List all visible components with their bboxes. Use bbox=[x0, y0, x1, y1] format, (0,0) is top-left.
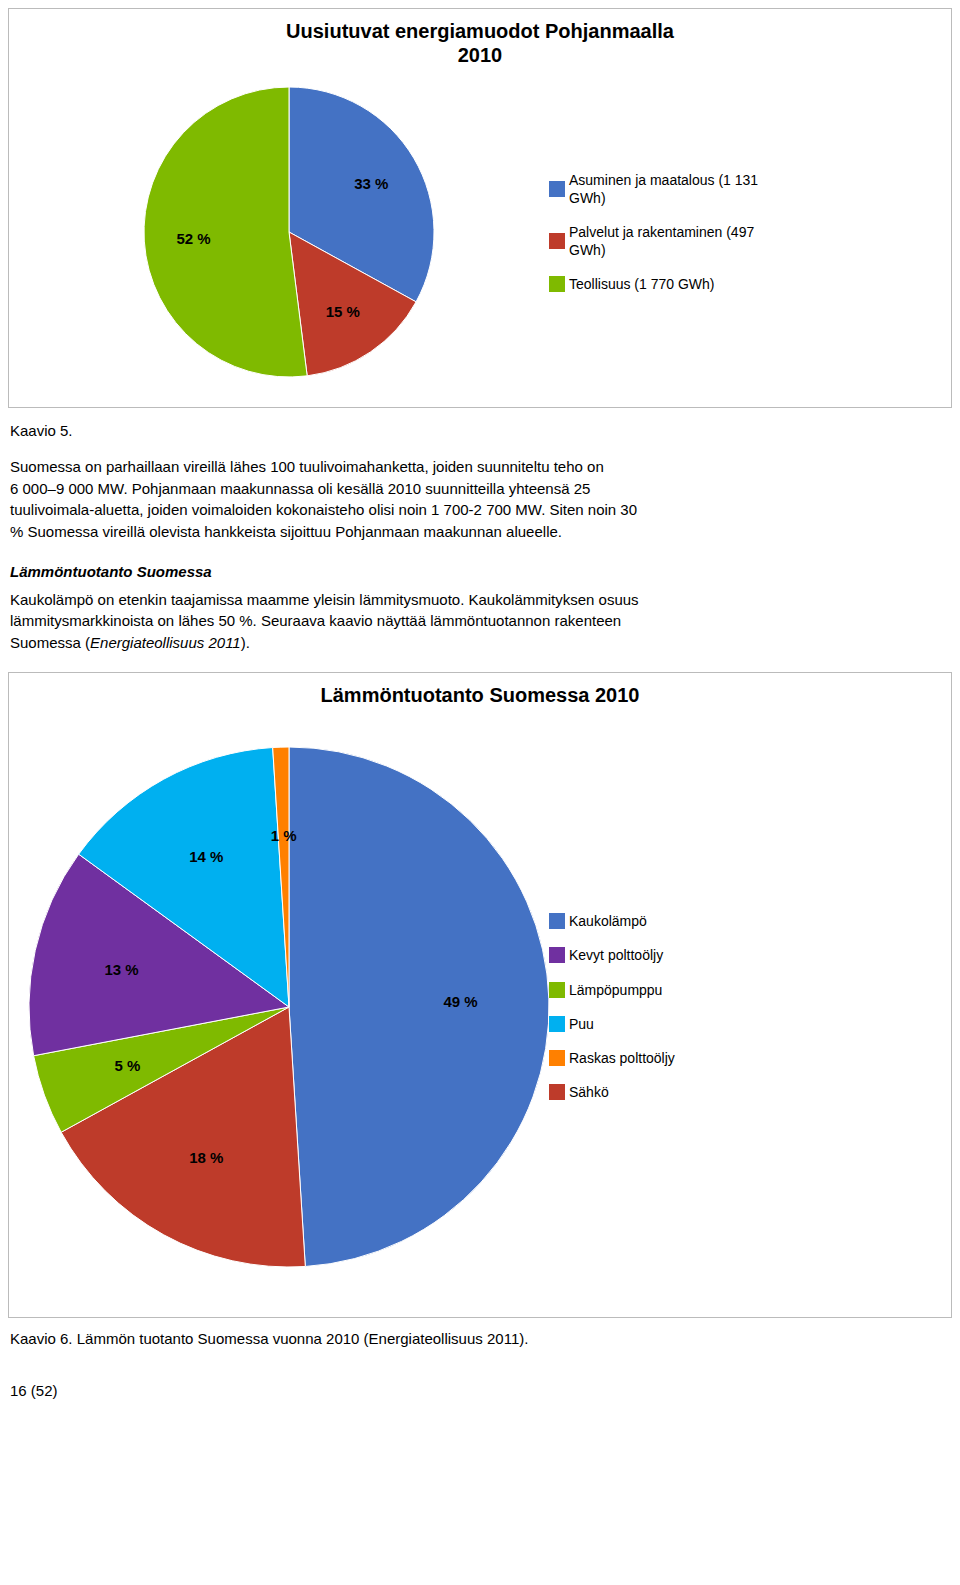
svg-text:13 %: 13 % bbox=[104, 961, 138, 978]
html-text:Kaavio 6. Lämmön tuotanto Suom: Kaavio 6. Lämmön tuotanto Suomessa vuonn… bbox=[10, 1329, 529, 1347]
svg-text:14 %: 14 % bbox=[189, 848, 223, 865]
html-text:Teollisuus (1 770 GWh): Teollisuus (1 770 GWh) bbox=[569, 276, 715, 293]
html-text:Palvelut ja rakentaminen (497: Palvelut ja rakentaminen (497 GWh) bbox=[569, 223, 755, 259]
html-text:Kaukolämpö: Kaukolämpö bbox=[569, 913, 647, 930]
html-text:Kaukolämpö on etenkin taajamis: Kaukolämpö on etenkin taajamissa maamme … bbox=[10, 590, 639, 608]
html-text:16 (52): 16 (52) bbox=[10, 1381, 58, 1399]
html-text:Kaavio 5.: Kaavio 5. bbox=[10, 422, 73, 439]
html-text:Lämpöpumppu: Lämpöpumppu bbox=[569, 981, 663, 998]
svg-text:18 %: 18 % bbox=[189, 1149, 223, 1166]
html-text:Sähkö: Sähkö bbox=[569, 1084, 609, 1101]
svg-text:49 %: 49 % bbox=[443, 993, 477, 1010]
html-text:Suomessa on parhaillaan vireil: Suomessa on parhaillaan vireillä lähes 1… bbox=[10, 457, 638, 540]
html-text:Asuminen ja maatalous (1 131 G: Asuminen ja maatalous (1 131 GWh) bbox=[569, 171, 759, 206]
html-text:Raskas polttoöljy: Raskas polttoöljy bbox=[569, 1049, 675, 1066]
html-text:Uusiutuvat energiamuodot Pohja: Uusiutuvat energiamuodot Pohjanmaalla 20… bbox=[286, 20, 674, 66]
html-text:Lämmöntuotanto Suomessa 2010: Lämmöntuotanto Suomessa 2010 bbox=[320, 683, 640, 706]
svg-text:15 %: 15 % bbox=[326, 303, 360, 320]
svg-text:1 %: 1 % bbox=[271, 827, 297, 844]
html-text:Suomessa (Energiateollisuus 20: Suomessa (Energiateollisuus 2011). bbox=[10, 634, 250, 651]
html-text:Kevyt polttoöljy: Kevyt polttoöljy bbox=[569, 947, 664, 964]
svg-text:52 %: 52 % bbox=[176, 230, 210, 247]
svg-text:33 %: 33 % bbox=[354, 175, 388, 192]
html-text:Lämmöntuotanto Suomessa: Lämmöntuotanto Suomessa bbox=[10, 562, 212, 580]
html-text:lämmitysmarkkinoista on lähes: lämmitysmarkkinoista on lähes 50 %. Seur… bbox=[10, 612, 622, 630]
html-text:Puu: Puu bbox=[569, 1015, 594, 1032]
svg-text:5 %: 5 % bbox=[115, 1056, 141, 1073]
